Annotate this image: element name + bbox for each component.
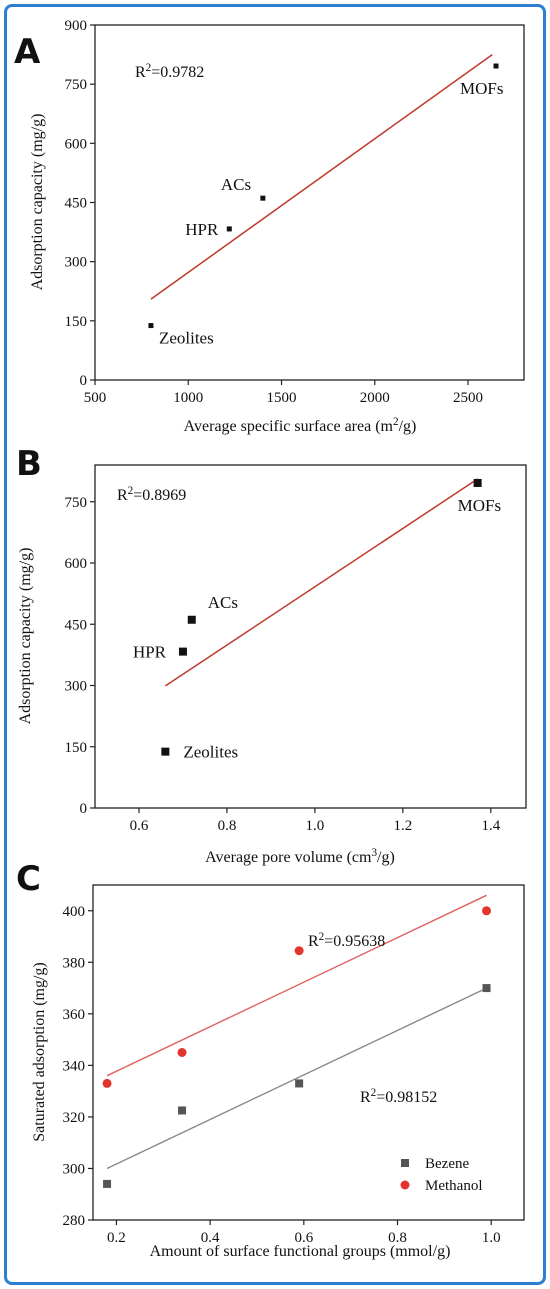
point-label-acs: ACs (208, 593, 238, 612)
y-tick-label: 400 (63, 904, 86, 920)
panel-b: B 0.6 0.8 1.0 1.2 1.4 0 150 300 450 600 750 Average… (16, 444, 527, 866)
x-tick-label: 1.2 (393, 818, 412, 834)
data-point-methanol (482, 906, 492, 916)
data-point-methanol (294, 946, 304, 956)
y-tick-label: 340 (63, 1058, 86, 1074)
r-squared-annotation: R2=0.8969 (117, 485, 186, 504)
fit-line-bezene (106, 987, 487, 1170)
data-point-mofs (493, 63, 499, 69)
y-tick-label: 450 (65, 196, 88, 212)
x-tick-label: 0.6 (294, 1230, 313, 1246)
y-tick-label: 300 (63, 1161, 86, 1177)
data-point-acs (260, 195, 266, 201)
point-label-mofs: MOFs (460, 79, 503, 98)
fit-line (150, 53, 493, 300)
data-point-bezene (295, 1079, 304, 1088)
point-label-hpr: HPR (133, 643, 167, 662)
fit-line (164, 478, 479, 687)
point-label-mofs: MOFs (458, 496, 501, 515)
panel-c: C 0.2 0.4 0.6 0.8 1.0 280 300 320 340 360 380 400 Am… (16, 859, 525, 1260)
fit-line-methanol (106, 894, 487, 1077)
y-tick-label: 360 (63, 1007, 86, 1023)
y-tick-label: 450 (65, 617, 88, 633)
r-squared-annotation: R2=0.9782 (135, 62, 204, 81)
data-point-bezene (178, 1106, 187, 1115)
x-tick-label: 1000 (173, 390, 203, 406)
data-point-acs (187, 615, 196, 624)
data-point-zeolites (148, 323, 154, 329)
y-tick-label: 750 (65, 495, 88, 511)
x-axis-label: Average specific surface area (m2/g) (184, 416, 417, 435)
point-label-acs: ACs (221, 175, 251, 194)
x-tick-label: 500 (84, 390, 107, 406)
x-tick-label: 1.4 (481, 818, 500, 834)
data-point-methanol (102, 1078, 112, 1088)
x-tick-label: 2500 (453, 390, 483, 406)
y-tick-label: 600 (65, 136, 88, 152)
legend-marker-methanol (400, 1180, 410, 1190)
legend-label-bezene: Bezene (425, 1156, 469, 1172)
point-label-hpr: HPR (185, 220, 219, 239)
y-tick-label: 750 (65, 77, 88, 93)
panel-a: A 500 1000 1500 2000 2500 0 150 300 450 600 750 900… (14, 18, 525, 435)
y-tick-label: 300 (65, 679, 88, 695)
y-tick-label: 320 (63, 1110, 86, 1126)
plot-frame (94, 464, 527, 809)
y-tick-label: 150 (65, 740, 88, 756)
plot-frame (92, 884, 525, 1221)
x-axis-label: Amount of surface functional groups (mmo… (150, 1243, 451, 1260)
x-tick-label: 0.6 (130, 818, 149, 834)
x-tick-label: 0.8 (218, 818, 237, 834)
legend-marker-bezene (401, 1159, 409, 1167)
x-tick-label: 0.8 (388, 1230, 407, 1246)
y-tick-label: 380 (63, 955, 86, 971)
x-tick-label: 2000 (360, 390, 390, 406)
data-point-methanol (177, 1048, 187, 1057)
data-point-zeolites (161, 747, 170, 756)
x-tick-label: 0.2 (107, 1230, 126, 1246)
data-point-hpr (226, 226, 232, 232)
x-tick-label: 1500 (267, 390, 297, 406)
x-tick-label: 1.0 (306, 818, 325, 834)
y-axis-label: Adsorption capacity (mg/g) (17, 548, 34, 725)
data-point-hpr (178, 647, 187, 656)
x-axis-label: Average pore volume (cm3/g) (205, 847, 395, 866)
y-tick-label: 0 (80, 801, 88, 817)
point-label-zeolites: Zeolites (183, 743, 238, 762)
y-tick-label: 600 (65, 556, 88, 572)
y-tick-label: 0 (80, 373, 88, 389)
r-squared-annotation-bezene: R2=0.98152 (360, 1087, 437, 1106)
data-point-bezene (482, 984, 491, 993)
x-tick-label: 1.0 (482, 1230, 501, 1246)
x-tick-label: 0.4 (201, 1230, 220, 1246)
y-tick-label: 900 (65, 18, 88, 34)
legend-label-methanol: Methanol (425, 1178, 483, 1194)
panel-letter-c: C (16, 859, 41, 899)
figure-frame (4, 4, 546, 1285)
panel-letter-b: B (16, 444, 42, 484)
data-point-bezene (103, 1179, 112, 1188)
r-squared-annotation-methanol: R2=0.95638 (308, 931, 385, 950)
point-label-zeolites: Zeolites (159, 329, 214, 348)
y-tick-label: 300 (65, 255, 88, 271)
y-axis-label: Adsorption capacity (mg/g) (29, 114, 46, 291)
panel-letter-a: A (14, 32, 41, 72)
y-axis-label: Saturated adsorption (mg/g) (31, 962, 48, 1142)
data-point-mofs (473, 478, 482, 487)
y-tick-label: 280 (63, 1213, 86, 1229)
y-tick-label: 150 (65, 314, 88, 330)
